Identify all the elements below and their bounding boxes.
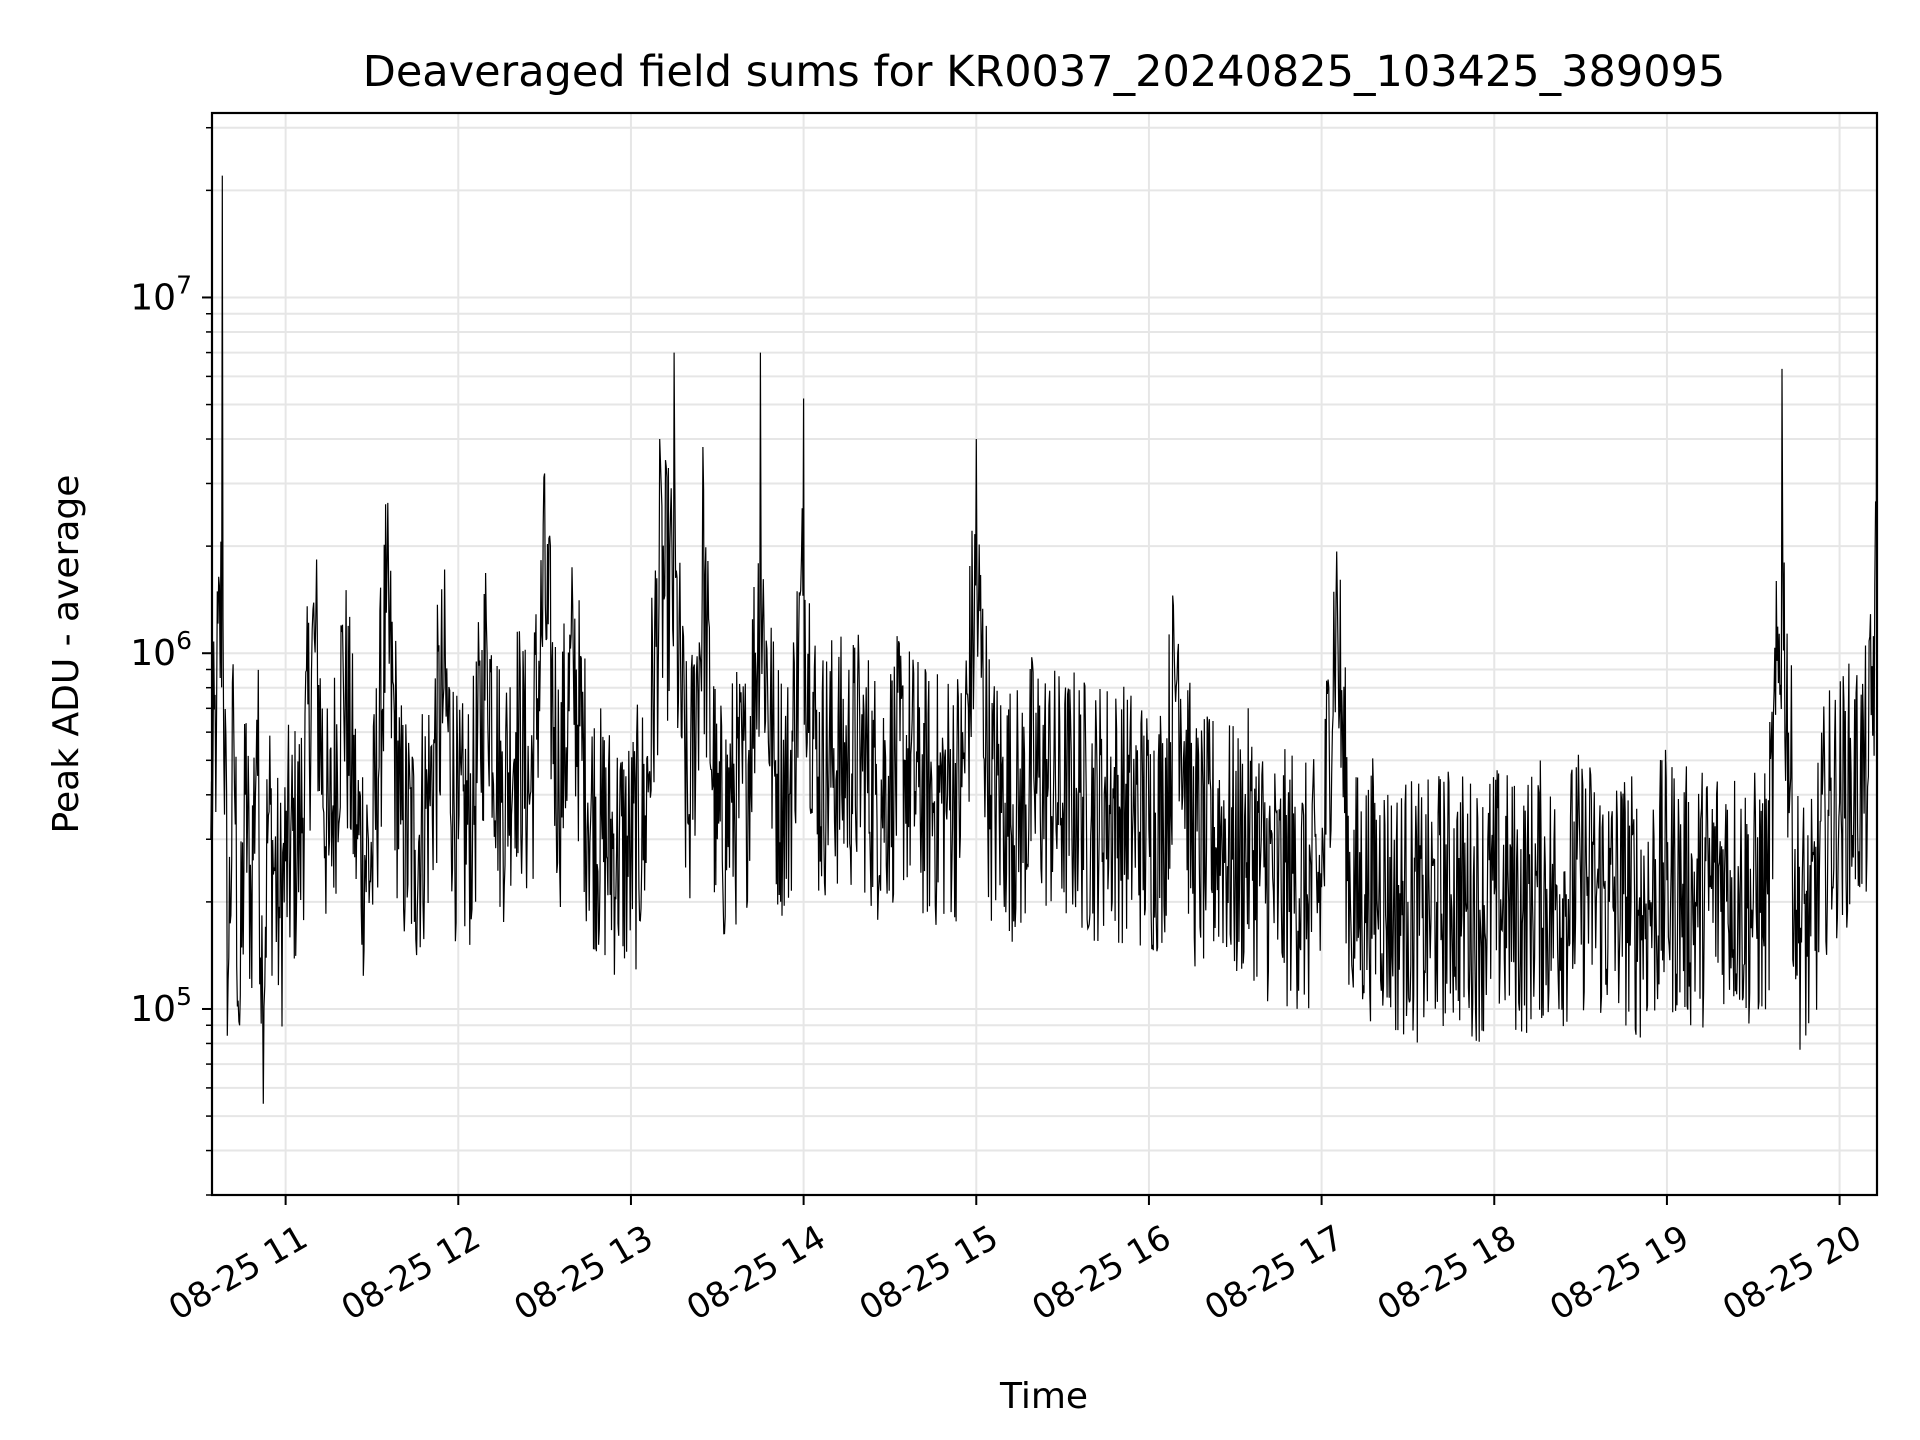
- y-axis-label: Peak ADU - average: [46, 475, 87, 834]
- y-tick-label: 106: [130, 626, 192, 674]
- data-series: [210, 155, 1878, 1104]
- x-axis-label: Time: [999, 1376, 1088, 1417]
- y-tick-label: 105: [130, 982, 192, 1030]
- y-tick-label: 107: [130, 270, 192, 318]
- series-line: [210, 155, 1878, 1104]
- chart-title: Deaveraged field sums for KR0037_2024082…: [363, 47, 1726, 97]
